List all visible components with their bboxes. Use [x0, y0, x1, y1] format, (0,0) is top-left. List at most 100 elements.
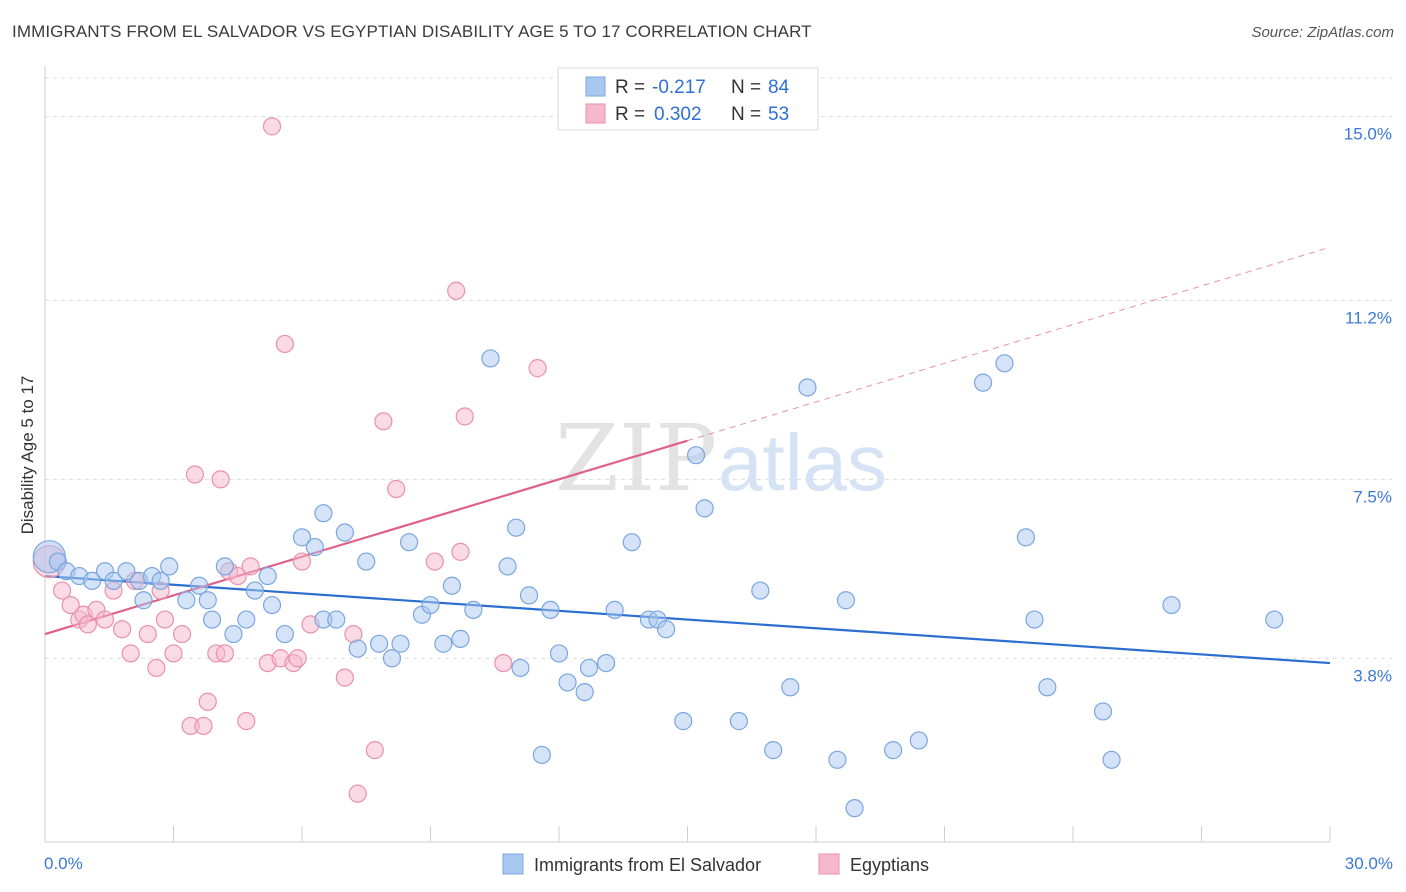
point-el-salvador	[391, 634, 410, 653]
point-el-salvador	[828, 750, 847, 769]
point-el-salvador	[558, 673, 577, 692]
y-axis-label: Disability Age 5 to 17	[18, 376, 37, 535]
point-el-salvador	[973, 373, 993, 392]
legend-r-value-blue: -0.217	[652, 77, 706, 98]
point-egyptians	[241, 557, 260, 576]
point-egyptians	[147, 658, 166, 678]
point-el-salvador	[764, 741, 783, 760]
point-el-salvador	[134, 591, 153, 610]
point-el-salvador	[382, 649, 402, 668]
point-el-salvador	[314, 504, 333, 523]
point-el-salvador	[245, 581, 264, 600]
point-el-salvador	[695, 499, 714, 518]
point-egyptians	[348, 784, 367, 803]
point-egyptians	[275, 334, 294, 354]
point-el-salvador	[237, 610, 256, 629]
point-el-salvador	[151, 571, 170, 590]
point-el-salvador	[883, 741, 903, 760]
tick-labels: 3.8% 7.5% 11.2% 15.0% 0.0% 30.0%	[44, 125, 1393, 873]
point-egyptians	[365, 741, 384, 760]
point-el-salvador	[327, 610, 346, 629]
point-el-salvador	[335, 523, 354, 542]
point-el-salvador	[421, 595, 440, 615]
point-egyptians	[53, 581, 72, 600]
point-el-salvador	[507, 518, 526, 537]
point-egyptians	[451, 542, 470, 561]
series-el-salvador	[32, 349, 1284, 818]
point-el-salvador	[1102, 750, 1121, 769]
point-el-salvador	[605, 600, 624, 619]
legend-swatch-pink	[585, 103, 606, 124]
point-el-salvador	[275, 624, 294, 644]
point-el-salvador	[498, 557, 517, 576]
correlation-legend: R = -0.217 N = 84 R = 0.302 N = 53	[557, 67, 819, 131]
point-el-salvador	[481, 349, 500, 368]
point-el-salvador	[519, 586, 539, 605]
point-el-salvador	[292, 528, 312, 547]
point-el-salvador	[202, 610, 222, 629]
point-egyptians	[155, 610, 175, 629]
point-el-salvador	[83, 571, 102, 590]
point-el-salvador	[836, 591, 856, 610]
point-el-salvador	[686, 446, 706, 465]
chart-title: IMMIGRANTS FROM EL SALVADOR VS EGYPTIAN …	[12, 22, 812, 41]
series-egyptians	[32, 117, 547, 803]
legend-n-label-blue: N =	[731, 77, 761, 98]
series-legend: Immigrants from El Salvador Egyptians	[502, 853, 929, 875]
point-egyptians	[164, 644, 183, 663]
point-egyptians	[237, 712, 256, 731]
y-tick-label: 11.2%	[1345, 308, 1392, 327]
x-tick-label-min: 0.0%	[44, 854, 83, 873]
point-egyptians	[121, 644, 140, 663]
point-el-salvador	[1025, 610, 1044, 629]
point-egyptians	[194, 716, 213, 736]
point-egyptians	[528, 359, 547, 378]
point-egyptians	[112, 620, 132, 639]
point-el-salvador	[511, 658, 530, 678]
point-el-salvador	[442, 576, 462, 595]
point-egyptians	[61, 595, 80, 615]
point-el-salvador	[434, 634, 453, 653]
point-egyptians	[172, 624, 192, 644]
point-el-salvador	[597, 653, 616, 673]
point-el-salvador	[674, 712, 693, 731]
y-tick-label: 3.8%	[1353, 666, 1392, 685]
point-egyptians	[215, 644, 234, 663]
point-egyptians	[211, 470, 230, 489]
point-el-salvador	[357, 552, 376, 571]
point-egyptians	[494, 653, 513, 673]
point-el-salvador	[532, 745, 551, 765]
point-el-salvador	[262, 595, 282, 615]
point-el-salvador	[845, 799, 864, 818]
legend-swatch-blue	[585, 76, 606, 97]
point-el-salvador	[549, 644, 569, 663]
bottom-legend-label-el-salvador: Immigrants from El Salvador	[534, 855, 761, 875]
point-el-salvador	[798, 378, 817, 397]
point-el-salvador	[348, 639, 367, 658]
point-el-salvador	[104, 571, 123, 590]
point-el-salvador	[190, 576, 209, 595]
point-egyptians	[262, 117, 282, 136]
legend-n-value-pink: 53	[768, 104, 789, 125]
point-el-salvador	[370, 634, 389, 653]
point-el-salvador	[198, 591, 217, 610]
legend-r-label-blue: R =	[615, 77, 645, 98]
point-egyptians	[455, 407, 474, 426]
point-egyptians	[78, 615, 97, 634]
point-el-salvador	[305, 537, 324, 557]
point-el-salvador	[541, 600, 560, 619]
legend-n-value-blue: 84	[768, 77, 790, 98]
point-egyptians	[95, 610, 115, 629]
chart-source: Source: ZipAtlas.com	[1251, 24, 1394, 41]
point-el-salvador	[258, 566, 277, 586]
point-el-salvador	[117, 562, 136, 581]
point-el-salvador	[1093, 702, 1113, 721]
point-el-salvador	[215, 557, 234, 576]
point-el-salvador	[995, 354, 1014, 373]
point-el-salvador	[729, 712, 749, 731]
bottom-legend-label-egyptians: Egyptians	[850, 855, 929, 875]
point-el-salvador	[575, 683, 594, 702]
point-el-salvador	[1038, 678, 1057, 697]
point-el-salvador	[177, 591, 196, 610]
